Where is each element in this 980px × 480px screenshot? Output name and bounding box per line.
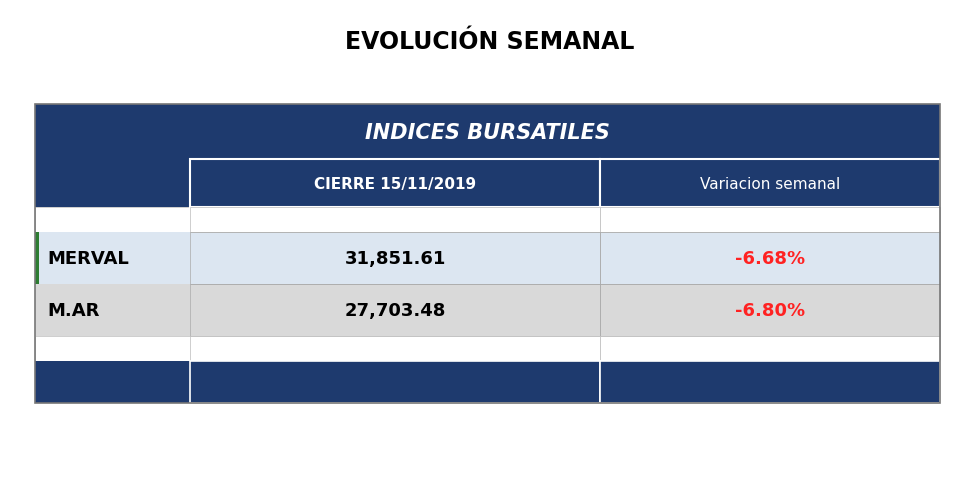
Text: M.AR: M.AR	[47, 301, 99, 319]
Bar	[600, 160, 940, 207]
Bar	[600, 232, 940, 285]
Bar	[35, 160, 940, 207]
Text: Variacion semanal: Variacion semanal	[700, 176, 840, 191]
Bar	[190, 160, 600, 207]
Text: -6.68%: -6.68%	[735, 250, 805, 267]
Text: 27,703.48: 27,703.48	[344, 301, 446, 319]
Bar	[600, 361, 940, 403]
Bar	[190, 361, 600, 403]
Bar	[190, 232, 600, 285]
Bar	[35, 361, 940, 403]
Text: INDICES BURSATILES: INDICES BURSATILES	[366, 122, 610, 142]
Bar	[35, 285, 940, 336]
Bar	[600, 207, 940, 232]
Bar	[35, 336, 940, 361]
Bar	[190, 285, 600, 336]
Bar	[35, 207, 940, 232]
Text: -6.80%: -6.80%	[735, 301, 805, 319]
Bar	[35, 232, 39, 285]
Text: MERVAL: MERVAL	[47, 250, 128, 267]
Bar	[600, 285, 940, 336]
Bar	[190, 207, 600, 232]
Bar	[35, 105, 940, 403]
Text: EVOLUCIÓN SEMANAL: EVOLUCIÓN SEMANAL	[345, 30, 635, 54]
Bar	[190, 336, 600, 361]
Bar	[35, 232, 940, 285]
Text: CIERRE 15/11/2019: CIERRE 15/11/2019	[314, 176, 476, 191]
Text: 31,851.61: 31,851.61	[344, 250, 446, 267]
Bar	[35, 105, 940, 160]
Bar	[600, 336, 940, 361]
